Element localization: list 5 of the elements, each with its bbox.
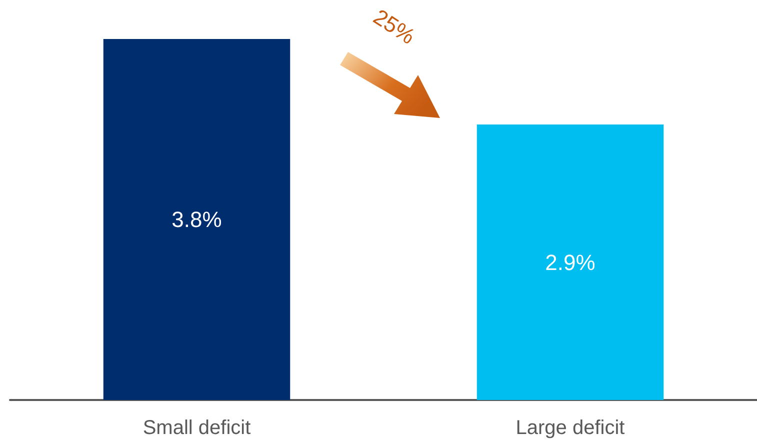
x-tick-label: Large deficit — [516, 417, 626, 439]
data-label: 3.8% — [172, 207, 222, 232]
annotation: 25% — [368, 4, 420, 50]
x-tick-label: Small deficit — [142, 417, 252, 439]
data-label: 2.9% — [545, 250, 596, 275]
